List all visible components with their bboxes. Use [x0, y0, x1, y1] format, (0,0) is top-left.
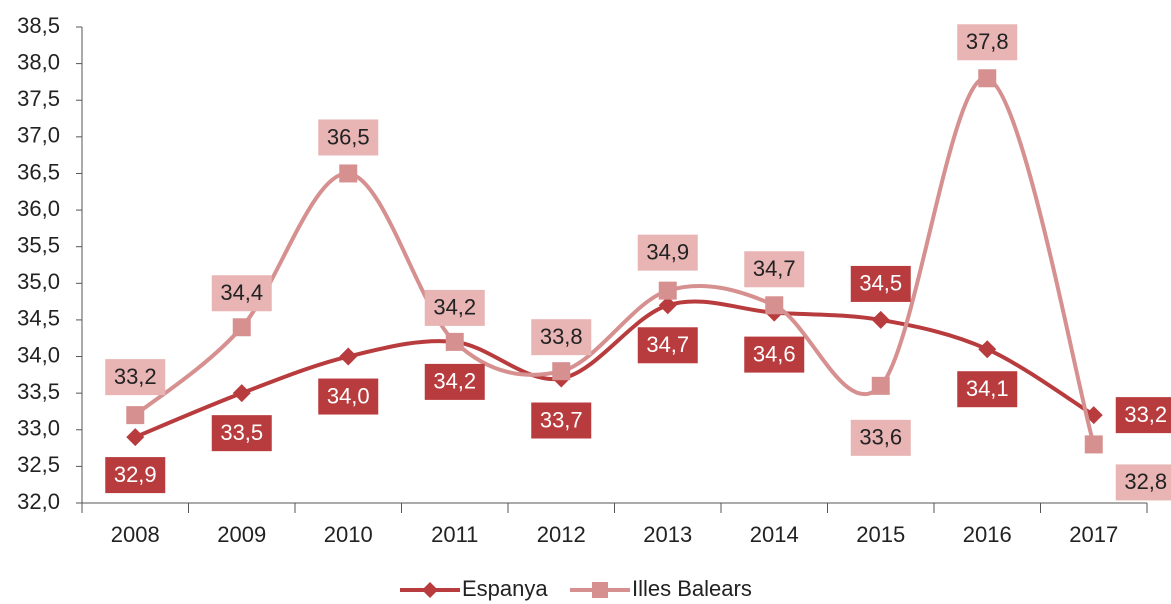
- legend-label: Illes Balears: [632, 576, 752, 601]
- marker-diamond: [232, 384, 251, 403]
- x-tick-label: 2015: [856, 522, 905, 547]
- data-label: 34,9: [646, 239, 689, 264]
- y-tick-label: 38,5: [17, 13, 60, 38]
- data-label: 33,2: [1124, 402, 1167, 427]
- data-label-box: [105, 457, 166, 494]
- marker-square: [765, 296, 784, 315]
- y-tick-label: 33,0: [17, 416, 60, 441]
- x-tick-label: 2014: [750, 522, 799, 547]
- data-label: 33,6: [859, 425, 902, 450]
- data-label-box: [850, 419, 911, 456]
- data-label-box: [957, 24, 1018, 61]
- marker-square: [1084, 435, 1103, 454]
- data-label-box: [211, 275, 272, 312]
- marker-diamond: [978, 340, 997, 359]
- marker-square: [339, 164, 358, 183]
- marker-diamond: [422, 582, 438, 598]
- y-tick-label: 37,0: [17, 123, 60, 148]
- data-label: 34,1: [966, 376, 1009, 401]
- data-label: 34,6: [753, 341, 796, 366]
- data-label: 34,2: [433, 295, 476, 320]
- x-tick-label: 2012: [537, 522, 586, 547]
- y-tick-label: 36,0: [17, 196, 60, 221]
- data-label: 34,5: [859, 271, 902, 296]
- x-tick-label: 2008: [111, 522, 160, 547]
- data-label: 36,5: [327, 124, 370, 149]
- marker-diamond: [126, 428, 145, 447]
- x-tick-label: 2013: [643, 522, 692, 547]
- data-label: 33,7: [540, 407, 583, 432]
- data-label-box: [318, 119, 379, 156]
- y-tick-label: 35,0: [17, 269, 60, 294]
- y-tick-label: 34,0: [17, 342, 60, 367]
- y-tick-label: 38,0: [17, 49, 60, 74]
- data-label: 32,9: [114, 462, 157, 487]
- data-label: 32,8: [1124, 469, 1167, 494]
- series-line: [134, 299, 1095, 439]
- marker-square: [978, 69, 997, 88]
- y-tick-label: 34,5: [17, 306, 60, 331]
- marker-square: [592, 582, 608, 598]
- series-line: [133, 76, 1096, 445]
- data-label-box: [531, 402, 592, 439]
- data-label: 34,2: [433, 369, 476, 394]
- data-label-box: [850, 265, 911, 302]
- data-label-box: [637, 327, 698, 364]
- marker-diamond: [658, 296, 677, 315]
- marker-square: [445, 332, 464, 351]
- marker-square: [232, 318, 251, 337]
- data-label-box: [105, 359, 166, 396]
- data-label: 34,0: [327, 383, 370, 408]
- data-label: 34,4: [220, 280, 263, 305]
- data-label-box: [211, 415, 272, 452]
- marker-diamond: [339, 347, 358, 366]
- marker-square: [871, 376, 890, 395]
- data-label: 33,5: [220, 420, 263, 445]
- marker-square: [552, 362, 571, 381]
- data-label-box: [957, 371, 1018, 408]
- marker-square: [658, 281, 677, 300]
- y-tick-label: 36,5: [17, 159, 60, 184]
- data-label: 34,7: [646, 332, 689, 357]
- x-tick-label: 2017: [1069, 522, 1118, 547]
- x-tick-label: 2011: [431, 522, 478, 547]
- data-label-box: [531, 319, 592, 356]
- y-tick-label: 32,0: [17, 489, 60, 514]
- x-tick-label: 2016: [963, 522, 1012, 547]
- y-tick-label: 33,5: [17, 379, 60, 404]
- y-tick-label: 32,5: [17, 452, 60, 477]
- data-label-box: [1115, 397, 1171, 434]
- x-tick-label: 2009: [217, 522, 266, 547]
- x-tick-label: 2010: [324, 522, 373, 547]
- data-label-box: [424, 289, 485, 326]
- data-label: 34,7: [753, 256, 796, 281]
- data-label-box: [318, 378, 379, 415]
- data-label: 33,2: [114, 364, 157, 389]
- marker-square: [126, 406, 145, 425]
- data-label-box: [744, 251, 805, 288]
- data-label: 33,8: [540, 324, 583, 349]
- y-tick-label: 35,5: [17, 233, 60, 258]
- legend-label: Espanya: [462, 576, 548, 601]
- data-label-box: [637, 234, 698, 271]
- data-label-box: [1115, 464, 1171, 501]
- y-tick-label: 37,5: [17, 86, 60, 111]
- data-label: 37,8: [966, 29, 1009, 54]
- marker-diamond: [871, 310, 890, 329]
- data-label-box: [744, 336, 805, 373]
- data-label-box: [424, 363, 485, 400]
